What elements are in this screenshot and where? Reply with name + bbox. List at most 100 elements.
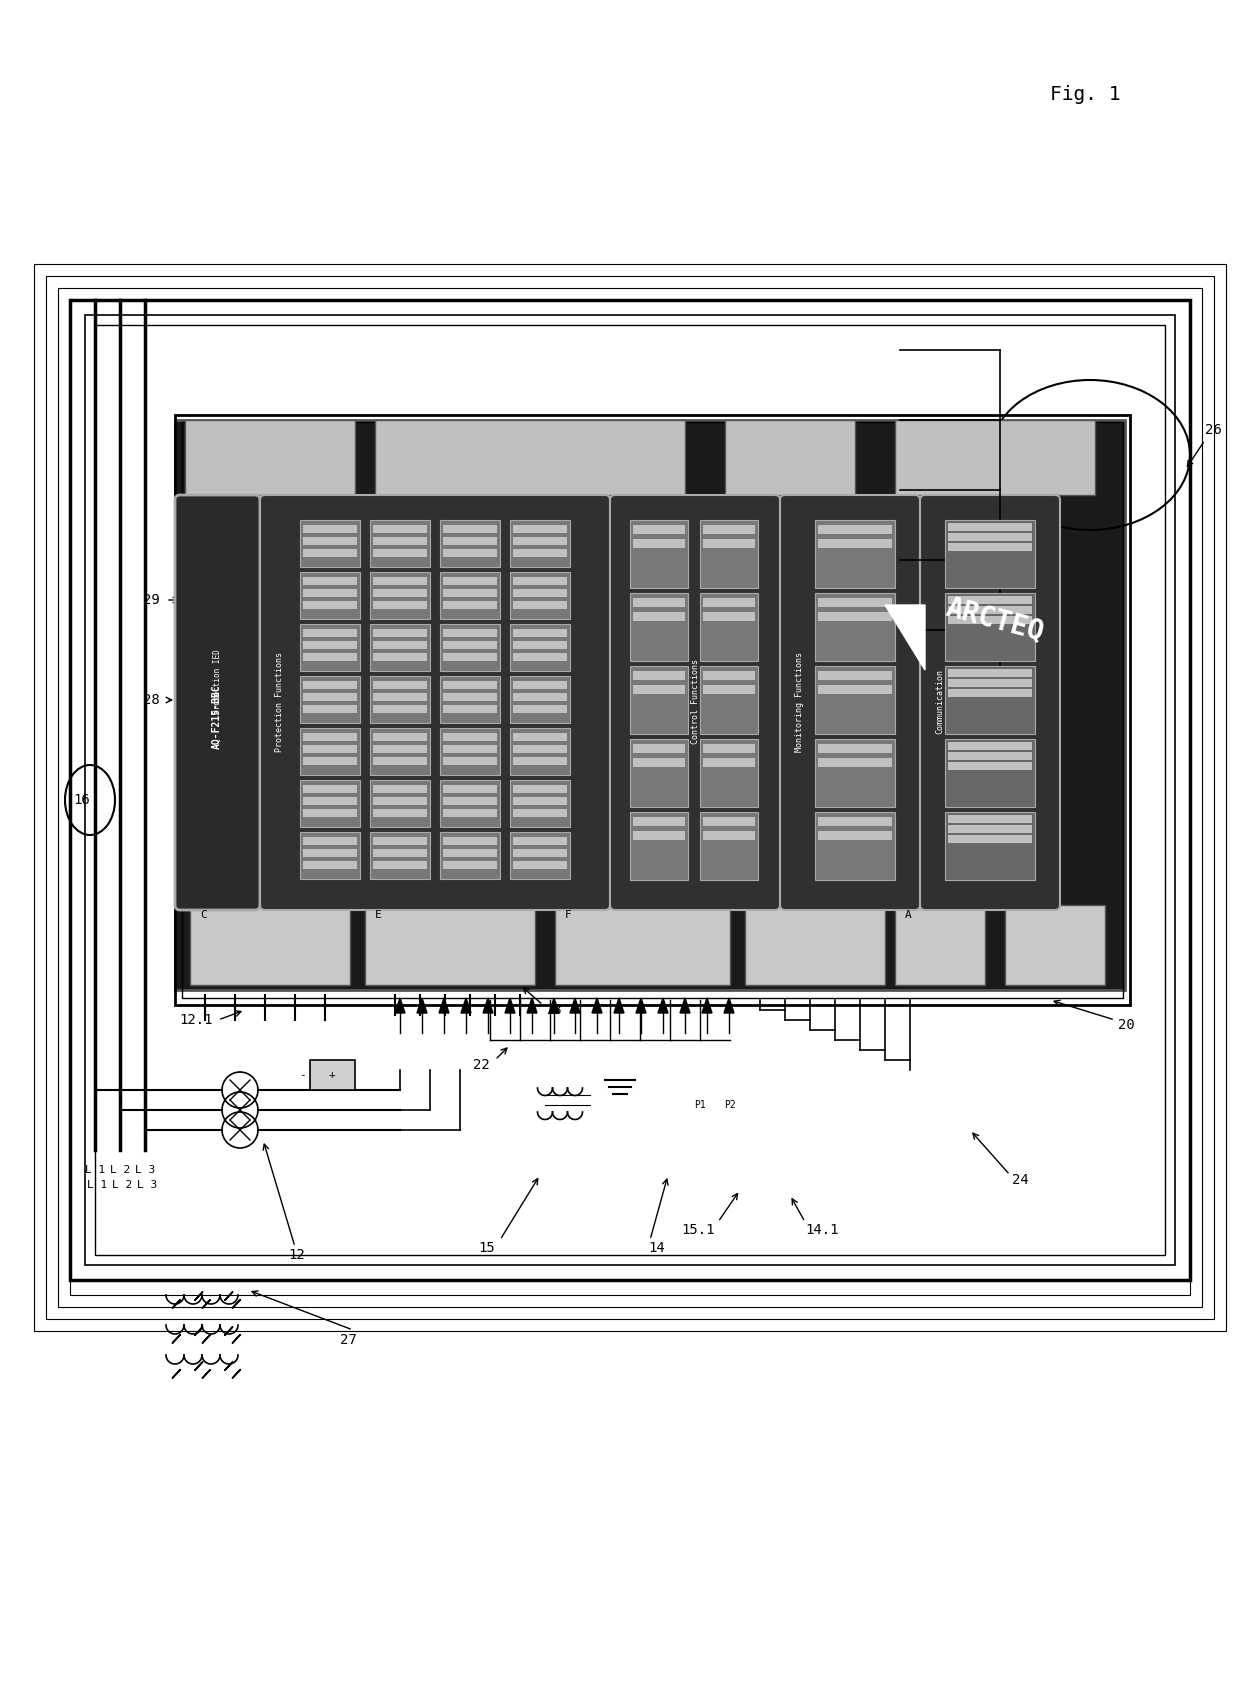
Bar	[632, 524, 684, 534]
Bar	[370, 832, 430, 879]
Bar	[303, 785, 357, 793]
Bar	[701, 594, 758, 661]
Polygon shape	[636, 998, 646, 1013]
Bar	[513, 693, 567, 702]
Bar	[443, 796, 497, 805]
Text: Monitoring Functions: Monitoring Functions	[796, 653, 805, 752]
Text: F: F	[565, 910, 572, 920]
Bar	[303, 849, 357, 857]
Bar	[373, 550, 427, 556]
Text: C: C	[200, 910, 207, 920]
Bar	[303, 588, 357, 597]
Bar	[815, 594, 895, 661]
Bar	[303, 653, 357, 661]
Bar	[373, 808, 427, 817]
Bar	[818, 524, 892, 534]
Bar	[513, 600, 567, 609]
Polygon shape	[396, 998, 405, 1013]
Polygon shape	[549, 998, 559, 1013]
Bar	[443, 538, 497, 545]
Bar	[949, 670, 1032, 676]
Bar	[175, 419, 1125, 989]
Text: A: A	[905, 910, 911, 920]
Text: 29: 29	[144, 594, 160, 607]
Bar	[443, 524, 497, 533]
Bar	[370, 624, 430, 671]
Bar	[703, 599, 755, 607]
Polygon shape	[505, 998, 515, 1013]
Bar	[303, 808, 357, 817]
Bar	[703, 685, 755, 693]
Bar	[945, 521, 1035, 588]
Text: 15: 15	[479, 1241, 495, 1255]
Bar	[443, 629, 497, 638]
Bar	[510, 832, 570, 879]
FancyBboxPatch shape	[260, 495, 610, 910]
Text: L 3: L 3	[136, 1180, 157, 1190]
Polygon shape	[724, 998, 734, 1013]
Bar	[300, 729, 360, 774]
Bar	[510, 729, 570, 774]
Text: 12.1: 12.1	[180, 1013, 213, 1026]
Bar	[703, 758, 755, 768]
Bar	[632, 671, 684, 680]
Polygon shape	[527, 998, 537, 1013]
Bar	[443, 808, 497, 817]
Text: L 2: L 2	[110, 1165, 130, 1175]
Bar	[818, 817, 892, 825]
Bar	[556, 905, 730, 984]
Bar	[703, 671, 755, 680]
Bar	[373, 732, 427, 741]
Bar	[510, 624, 570, 671]
Bar	[303, 577, 357, 585]
Bar	[949, 543, 1032, 551]
Bar	[510, 780, 570, 827]
Bar	[745, 905, 885, 984]
Text: P2: P2	[724, 1101, 735, 1109]
Bar	[310, 1060, 355, 1091]
Bar	[949, 815, 1032, 824]
Bar	[303, 746, 357, 752]
Polygon shape	[885, 605, 925, 670]
Text: L 1: L 1	[87, 1180, 107, 1190]
Bar	[373, 785, 427, 793]
FancyBboxPatch shape	[780, 495, 920, 910]
Polygon shape	[680, 998, 689, 1013]
Bar	[815, 739, 895, 807]
Bar	[373, 796, 427, 805]
Bar	[440, 729, 500, 774]
Bar	[949, 835, 1032, 844]
Bar	[945, 812, 1035, 879]
FancyBboxPatch shape	[920, 495, 1060, 910]
Bar	[443, 705, 497, 714]
Bar	[303, 550, 357, 556]
Bar	[373, 681, 427, 688]
Bar	[190, 905, 350, 984]
Bar	[373, 746, 427, 752]
Polygon shape	[417, 998, 427, 1013]
Bar	[373, 524, 427, 533]
Bar	[513, 538, 567, 545]
Bar	[370, 676, 430, 724]
Bar	[701, 521, 758, 588]
Bar	[513, 641, 567, 649]
Bar	[949, 523, 1032, 531]
Text: 12: 12	[288, 1248, 305, 1261]
Bar	[701, 812, 758, 879]
Text: 13: 13	[546, 1003, 562, 1016]
Text: 26: 26	[1205, 423, 1221, 436]
Polygon shape	[702, 998, 712, 1013]
Bar	[303, 538, 357, 545]
Bar	[440, 780, 500, 827]
Text: Fig. 1: Fig. 1	[1050, 86, 1121, 105]
Bar	[513, 588, 567, 597]
Bar	[818, 758, 892, 768]
Bar	[374, 419, 684, 495]
Bar	[818, 685, 892, 693]
Bar	[703, 830, 755, 840]
Polygon shape	[484, 998, 494, 1013]
Text: Protection Functions: Protection Functions	[275, 653, 284, 752]
Bar	[300, 780, 360, 827]
Text: 16: 16	[73, 793, 91, 807]
Text: AQ-F215-BBC: AQ-F215-BBC	[212, 685, 222, 749]
